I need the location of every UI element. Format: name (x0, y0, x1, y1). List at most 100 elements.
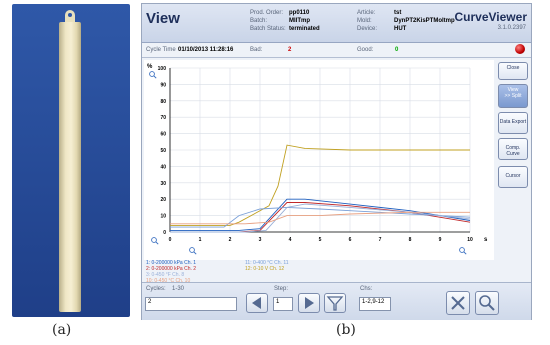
chs-label: Chs: (360, 286, 373, 292)
prev-button[interactable] (246, 293, 268, 313)
page-title: View (146, 10, 180, 27)
device-label: Device: (357, 26, 378, 32)
good-label: Good: (357, 47, 374, 53)
y-tick-label: 60 (160, 132, 166, 138)
legend-item: 11: 0-400 °C Ch. 11 (245, 260, 289, 266)
caption-b: (b) (336, 322, 356, 338)
y-tick-label: 70 (160, 115, 166, 121)
caption-a: (a) (52, 322, 72, 338)
cycle-time-label: Cycle Time (146, 47, 176, 53)
magnifier-icon (459, 247, 465, 253)
y-tick-label: 20 (160, 197, 166, 203)
legend-col-1: 1: 0-200000 kPa Ch. 1 2: 0-200000 kPa Ch… (146, 260, 196, 284)
filter-button[interactable] (324, 293, 346, 313)
specimen-tab (65, 10, 75, 26)
x-tick-label: 4 (289, 237, 292, 243)
y-tick-label: 100 (158, 66, 167, 72)
mold-label: Mold: (357, 18, 372, 24)
magnifier-icon (189, 247, 195, 253)
magnifier-icon (149, 71, 155, 77)
y-tick-label: 90 (160, 82, 166, 88)
legend-item: 1: 0-200000 kPa Ch. 1 (146, 260, 197, 266)
x-tick-label: 0 (169, 237, 172, 243)
x-tick-label: 6 (349, 237, 352, 243)
y-axis-label: % (147, 64, 153, 70)
comp-curve-button[interactable]: Comp. Curve (498, 138, 528, 160)
cycles-range: 1-30 (172, 286, 185, 292)
cycles-label: Cycles: (146, 286, 166, 292)
y-tick-label: 0 (163, 230, 166, 236)
close-button[interactable]: Close (498, 62, 528, 80)
version-label: 3.1.0.2397 (497, 25, 526, 31)
filter-icon (326, 296, 344, 311)
bad-count: 2 (288, 47, 292, 53)
batch-value: MIITmp (289, 18, 310, 24)
x-tick-label: 1 (199, 237, 202, 243)
article-label: Article: (357, 10, 376, 16)
cycle-time-value: 01/10/2013 11:28:16 (178, 47, 234, 53)
zoom-button[interactable] (475, 291, 499, 315)
magnifier-icon (153, 75, 157, 79)
prod-order-label: Prod. Order: (250, 10, 284, 16)
next-button[interactable] (298, 293, 320, 313)
specimen-hole (68, 13, 72, 17)
magnifier-icon (151, 237, 157, 243)
legend-item: 3: 0-450 °F Ch. 8 (146, 272, 185, 278)
split-label: >> Split (504, 93, 522, 99)
x-tick-label: 9 (439, 237, 442, 243)
bad-label: Bad: (250, 47, 263, 53)
legend-item: 10: 0-450 °C Ch. 10 (146, 278, 191, 284)
x-axis-unit: s (484, 237, 488, 243)
cycle-info-bar: Cycle Time 01/10/2013 11:28:16 Bad: 2 Go… (142, 43, 531, 58)
y-tick-label: 30 (160, 181, 166, 187)
tools-button[interactable] (446, 291, 470, 315)
x-tick-label: 10 (467, 237, 473, 243)
view-label: View (507, 87, 519, 93)
series-line (170, 198, 471, 231)
batch-status-label: Batch Status: (250, 26, 286, 32)
bottom-toolbar: Cycles: 1-30 2 Step: 1 Chs: 1-2,9-12 (142, 282, 531, 320)
magnifier-icon (155, 241, 159, 245)
series-line (170, 211, 470, 225)
step-label: Step: (274, 286, 289, 292)
specimen-photo (12, 4, 130, 317)
prod-order-value: pp0110 (289, 10, 310, 16)
data-export-button[interactable]: Data Export (498, 112, 528, 134)
batch-status-value: terminated (289, 26, 320, 32)
status-led (515, 44, 525, 54)
view-split-button[interactable]: View >> Split (498, 84, 528, 108)
x-tick-label: 2 (229, 237, 232, 243)
tools-icon (451, 296, 465, 310)
y-tick-label: 10 (160, 214, 166, 220)
x-tick-label: 7 (379, 237, 382, 243)
specimen-bar (59, 22, 81, 312)
y-tick-label: 80 (160, 99, 166, 105)
x-tick-label: 8 (409, 237, 412, 243)
brand-name: CurveViewer (454, 10, 528, 24)
cursor-button[interactable]: Cursor (498, 166, 528, 188)
magnifier-icon (193, 251, 197, 255)
mold-value: DynPT2KisPTMoltmp (394, 18, 455, 24)
batch-label: Batch: (250, 18, 268, 24)
line-chart: 0 10 20 30 40 50 60 70 80 90 100 0 1 2 3 4 5 6 7 8 9 10% s (147, 64, 488, 255)
device-value: HUT (394, 26, 407, 32)
legend-col-2: 11: 0-400 °C Ch. 11 12: 0-10 V Ch. 12 (245, 260, 289, 272)
chart-area: 0 10 20 30 40 50 60 70 80 90 100 0 1 2 3 4 5 6 7 8 9 10% s (144, 60, 494, 260)
magnifier-icon (479, 295, 495, 311)
curveviewer-window: View Prod. Order: pp0110 Batch: MIITmp B… (141, 3, 532, 320)
article-value: tst (394, 10, 402, 16)
channels-input[interactable]: 1-2,9-12 (359, 297, 391, 311)
x-tick-label: 5 (319, 237, 322, 243)
y-tick-label: 40 (160, 164, 166, 170)
arrow-right-icon (305, 297, 314, 309)
magnifier-icon (463, 251, 467, 255)
arrow-left-icon (252, 297, 261, 309)
y-tick-label: 50 (160, 148, 166, 154)
header-bar: View Prod. Order: pp0110 Batch: MIITmp B… (142, 4, 531, 43)
legend-item: 12: 0-10 V Ch. 12 (245, 266, 285, 272)
cycles-input[interactable]: 2 (145, 297, 237, 311)
series-line (170, 203, 471, 233)
good-count: 0 (395, 47, 399, 53)
step-input[interactable]: 1 (273, 297, 293, 311)
legend-item: 2: 0-200000 kPa Ch. 2 (146, 266, 197, 272)
